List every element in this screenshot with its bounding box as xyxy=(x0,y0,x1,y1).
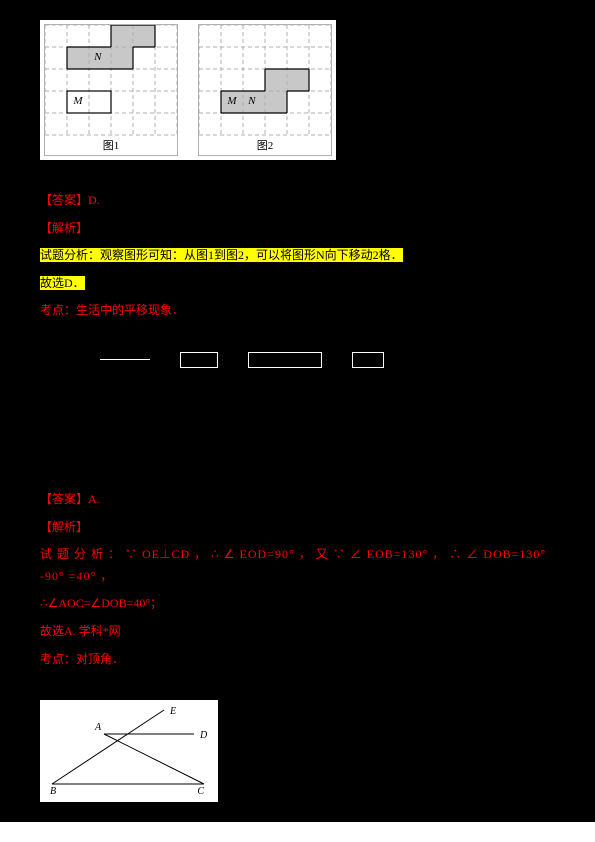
analysis-2: 试 题 分 析 ： ∵ OE⊥CD ， ∴ ∠ EOD=90° ， 又 ∵ ∠ … xyxy=(40,544,555,587)
svg-text:图2: 图2 xyxy=(257,139,274,152)
jiexi-1-label: 【解析】 xyxy=(40,218,555,240)
answer-2-label: 【答案】A. xyxy=(40,489,555,511)
topic-2: 考点：对顶角． xyxy=(40,649,555,671)
svg-text:B: B xyxy=(50,786,56,794)
svg-text:N: N xyxy=(247,95,256,107)
triangle-figure: B C A E D xyxy=(40,700,218,802)
spacer-3 xyxy=(40,444,555,459)
spacer-1 xyxy=(40,398,555,413)
analysis-1: 试题分析：观察图形可知：从图1到图2，可以将图形N向下移动2格． xyxy=(40,245,555,267)
boxes-row xyxy=(100,352,555,368)
analysis-2-line2: ∴∠AOC=∠DOB=40°； xyxy=(40,593,555,615)
underline-1 xyxy=(100,359,150,360)
grid-figures-row: MN图1 MN图2 xyxy=(40,20,336,160)
svg-text:N: N xyxy=(93,51,102,63)
box-2 xyxy=(248,352,322,368)
figure-1: M N 图1 xyxy=(44,24,178,156)
figure-2: MN 图2 xyxy=(198,24,332,156)
answer-block-2: 【答案】A. 【解析】 试 题 分 析 ： ∵ OE⊥CD ， ∴ ∠ EOD=… xyxy=(40,489,555,670)
choice-2: 故选A. 学科*网 xyxy=(40,621,555,643)
choice-1: 故选D． xyxy=(40,273,555,295)
box-1 xyxy=(180,352,218,368)
analysis-1-text: 试题分析：观察图形可知：从图1到图2，可以将图形N向下移动2格． xyxy=(40,248,403,262)
triangle-svg: B C A E D xyxy=(44,704,214,794)
box-3 xyxy=(352,352,384,368)
svg-text:M: M xyxy=(226,95,237,107)
figure-1-svg: M N 图1 xyxy=(45,25,177,155)
svg-text:图1: 图1 xyxy=(103,139,120,152)
answer-1-label: 【答案】D. xyxy=(40,190,555,212)
jiexi-2-label: 【解析】 xyxy=(40,517,555,539)
figure-2-svg: MN 图2 xyxy=(199,25,331,155)
svg-text:M: M xyxy=(72,95,83,107)
svg-text:E: E xyxy=(169,706,176,717)
svg-text:A: A xyxy=(94,722,102,733)
choice-1-text: 故选D． xyxy=(40,276,85,290)
spacer-2 xyxy=(40,421,555,436)
svg-text:D: D xyxy=(199,730,208,741)
topic-1: 考点：生活中的平移现象． xyxy=(40,300,555,322)
answer-block-1: 【答案】D. 【解析】 试题分析：观察图形可知：从图1到图2，可以将图形N向下移… xyxy=(40,190,555,322)
svg-text:C: C xyxy=(197,786,204,794)
